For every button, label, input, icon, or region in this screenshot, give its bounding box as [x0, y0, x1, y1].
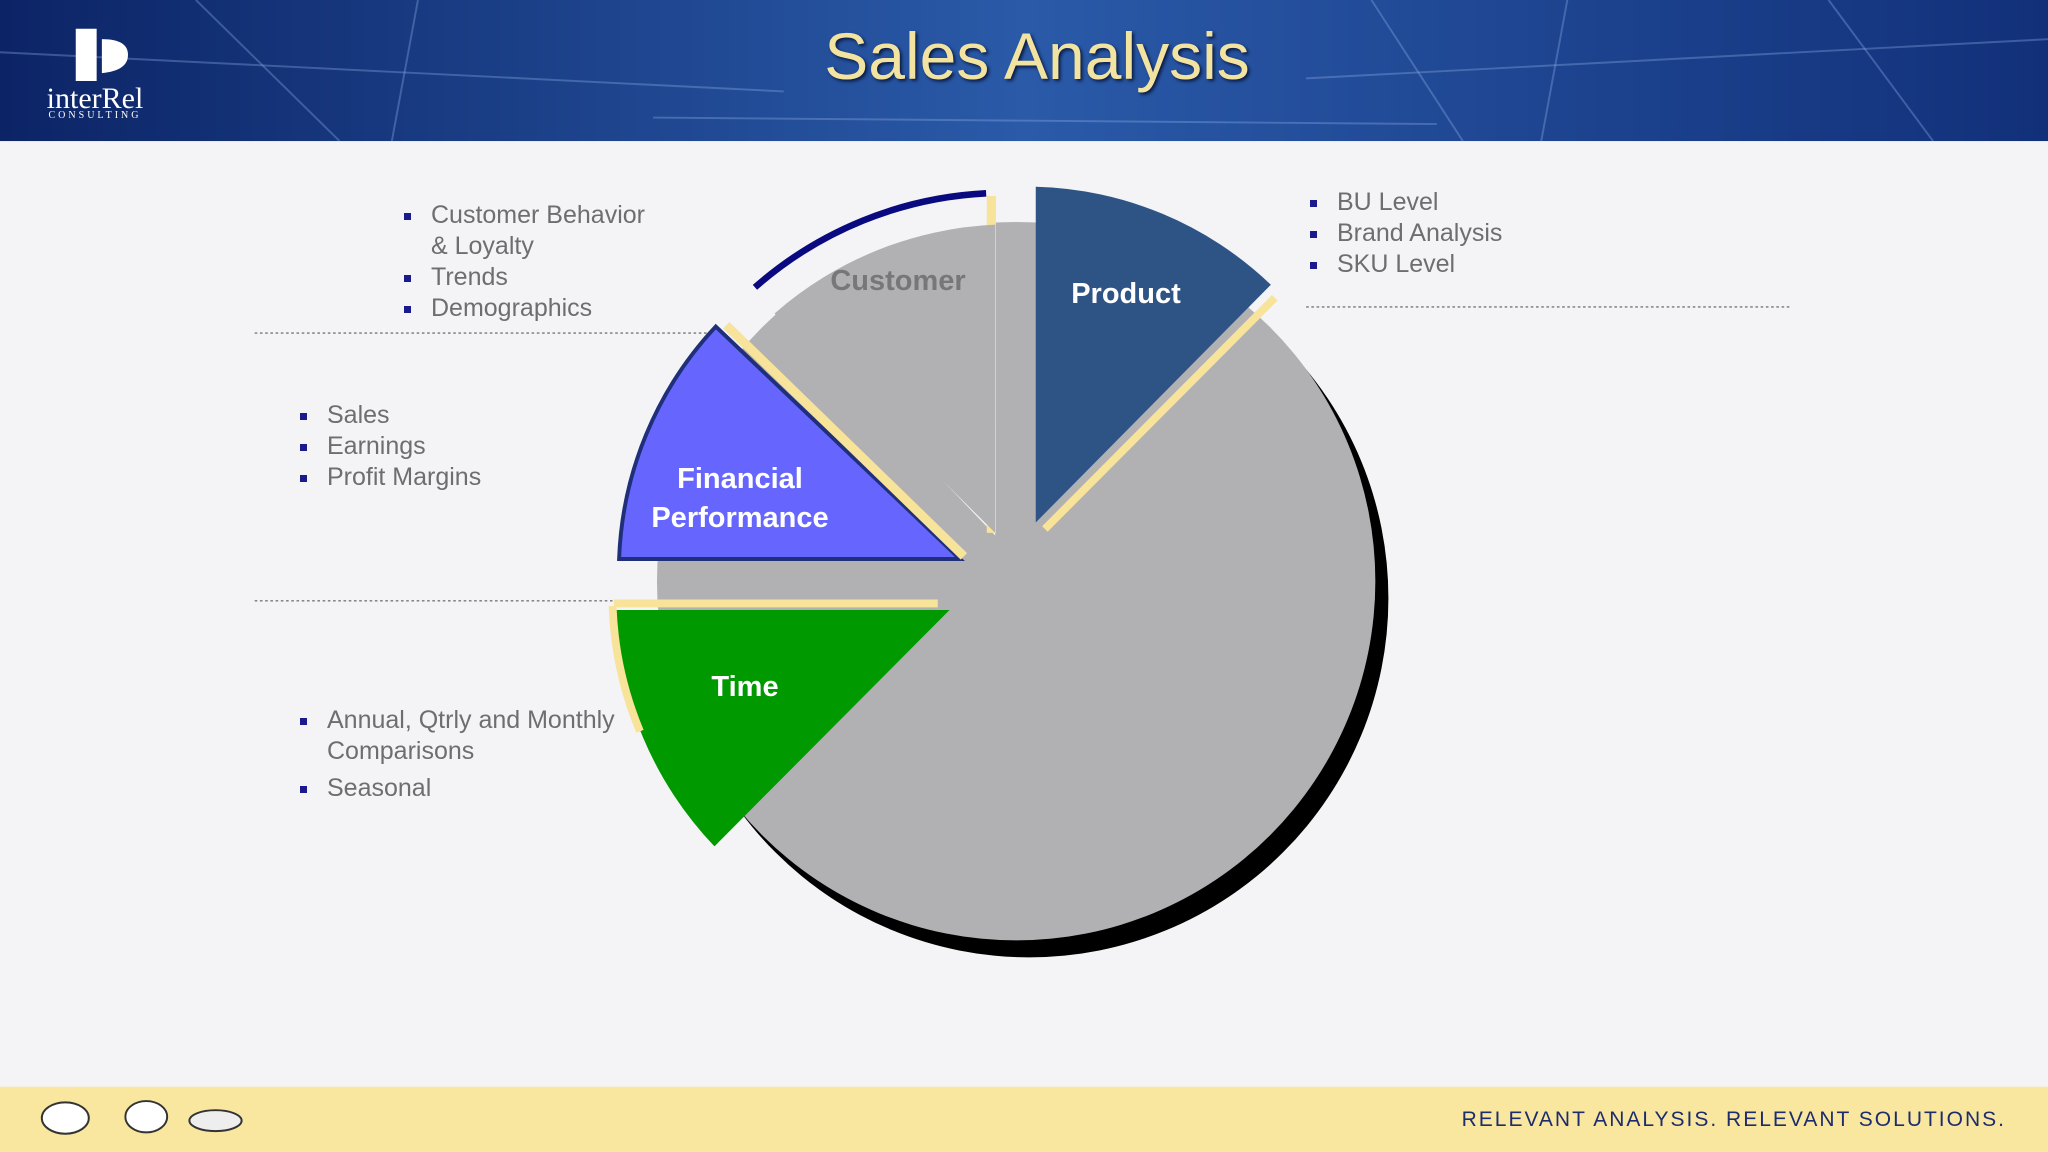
bullet-item: Brand Analysis [1310, 218, 1613, 249]
product-wedge [1035, 186, 1271, 523]
bullet-item: Trends [404, 262, 667, 293]
wedge-edge [608, 599, 938, 733]
bullet-item: Customer Behavior & Loyalty [404, 200, 667, 262]
footer-band [0, 1086, 2048, 1152]
bullet-list: Annual, Qtrly and Monthly Comparisons Sea… [300, 705, 633, 810]
logo-name: interRel [46, 82, 144, 115]
bullet-list: Customer Behavior & Loyalty Trends Demogra… [404, 200, 667, 324]
footer-tagline: RELEVANT ANALYSIS. RELEVANT SOLUTIONS. [1461, 1108, 2006, 1131]
pie-body-part [774, 224, 996, 533]
bullet-item: Profit Margins [300, 462, 563, 493]
bullet-item: Seasonal [300, 773, 633, 804]
bullet-item: Demographics [404, 293, 667, 324]
logo-icon [75, 28, 128, 81]
customer-wedge-edge [752, 190, 987, 290]
wedge-edge [723, 321, 968, 560]
bullet-item: Annual, Qtrly and Monthly Comparisons [300, 705, 633, 767]
bullet-item: Sales [300, 400, 563, 431]
wedge-edge [1042, 295, 1278, 532]
segment-label: Time [711, 671, 779, 703]
header-grid [0, 0, 2048, 142]
header-band [0, 0, 2048, 142]
bullet-list: BU Level Brand Analysis SKU Level [1310, 187, 1613, 280]
segment-label: Financial Performance [651, 463, 829, 534]
pie-body [656, 222, 1376, 941]
segment-label: Customer [830, 265, 966, 297]
footer-mascots [40, 1100, 243, 1135]
segment-label: Product [1071, 278, 1181, 310]
bullet-list: Sales Earnings Profit Margins [300, 400, 563, 493]
financial-wedge [617, 323, 965, 561]
time-wedge [615, 609, 950, 847]
bullet-item: SKU Level [1310, 249, 1613, 280]
bullet-item: Earnings [300, 431, 563, 462]
logo-subtitle: CONSULTING [48, 110, 142, 121]
bullet-item: BU Level [1310, 187, 1613, 218]
slide-title: Sales Analysis [824, 19, 1250, 93]
